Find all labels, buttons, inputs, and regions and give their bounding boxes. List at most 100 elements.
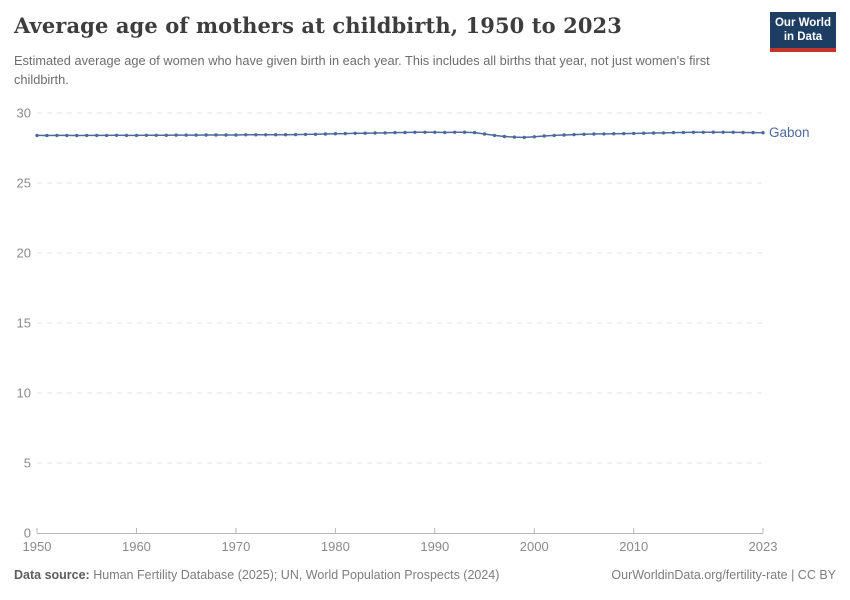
data-point [482,132,487,136]
series-label-gabon[interactable]: Gabon [769,125,810,140]
data-point [343,131,347,136]
data-point [502,134,507,139]
data-point [512,135,517,139]
data-point [751,130,755,135]
data-point [453,130,457,134]
y-tick-label-25: 25 [17,176,31,191]
data-point [701,130,705,134]
x-tick-label-1970: 1970 [221,539,250,554]
x-tick-label-1960: 1960 [122,539,151,554]
x-tick-label-2023: 2023 [749,539,778,554]
data-point [681,130,686,135]
data-point [95,133,99,138]
x-tick-label-1980: 1980 [321,539,350,554]
data-point [204,133,208,137]
data-point [572,132,576,137]
data-point [323,132,328,136]
y-tick-label-30: 30 [17,106,31,121]
data-point [134,133,139,138]
data-point [671,130,676,135]
data-point [393,130,397,135]
data-point [124,133,129,138]
data-source-note: Data source: Human Fertility Database (2… [14,568,499,582]
data-point [333,132,338,136]
data-point [303,132,308,137]
data-point [532,135,536,139]
data-point [761,131,765,135]
data-point [283,133,288,137]
data-point [363,131,367,135]
data-point [562,133,566,137]
data-point [403,130,407,135]
data-point [144,133,149,137]
data-point [234,133,238,137]
data-point [65,133,69,138]
data-point [612,132,616,136]
x-tick-label-1990: 1990 [420,539,449,554]
data-point [582,132,586,136]
data-point [592,132,596,136]
data-point [423,130,427,134]
y-tick-label-0: 0 [24,526,31,541]
data-point [104,133,109,138]
data-point [164,133,168,137]
y-tick-label-20: 20 [17,246,31,261]
data-point [35,133,39,138]
data-point [313,132,318,136]
data-point [293,132,298,137]
data-point [602,132,606,136]
x-tick-label-1950: 1950 [23,539,52,554]
data-point [462,130,467,134]
data-point [224,133,228,137]
data-point [651,131,656,135]
data-point [55,133,59,138]
data-point [194,133,198,137]
data-point [254,133,258,137]
data-point [622,131,626,136]
data-source-label: Data source: [14,568,90,582]
data-point [552,133,556,138]
data-point [691,130,696,134]
data-point [114,133,119,137]
page-title: Average age of mothers at childbirth, 19… [14,13,622,38]
data-point [154,133,158,137]
data-point [492,133,497,138]
x-tick-label-2010: 2010 [619,539,648,554]
data-point [661,131,666,135]
data-point [632,131,636,136]
data-point [731,130,735,134]
y-tick-label-15: 15 [17,316,31,331]
data-point [184,133,188,137]
data-point [373,131,377,135]
data-source-value: Human Fertility Database (2025); UN, Wor… [93,568,500,582]
x-tick-label-2000: 2000 [520,539,549,554]
y-tick-label-5: 5 [24,456,31,471]
owid-logo[interactable]: Our World in Data [770,12,836,52]
data-point [244,133,248,137]
data-point [214,133,218,137]
chart-subtitle: Estimated average age of women who have … [14,53,710,88]
credit-link[interactable]: OurWorldinData.org/fertility-rate | CC B… [611,568,836,582]
data-point [472,130,477,135]
data-point [75,133,79,138]
data-point [274,133,278,137]
data-point [721,130,725,134]
data-point [85,133,89,138]
data-point [383,131,387,135]
logo-line1: Our World [774,16,831,29]
data-point [353,131,357,135]
data-point [522,135,526,140]
data-point [741,130,745,135]
data-point [711,130,715,134]
data-point [642,131,646,135]
gabon-markers [35,130,765,140]
data-point [542,134,546,138]
data-point [264,133,268,137]
data-point [174,133,178,137]
data-point [45,133,49,138]
y-tick-label-10: 10 [17,386,31,401]
data-point [443,130,447,135]
logo-line2: in Data [783,31,823,43]
